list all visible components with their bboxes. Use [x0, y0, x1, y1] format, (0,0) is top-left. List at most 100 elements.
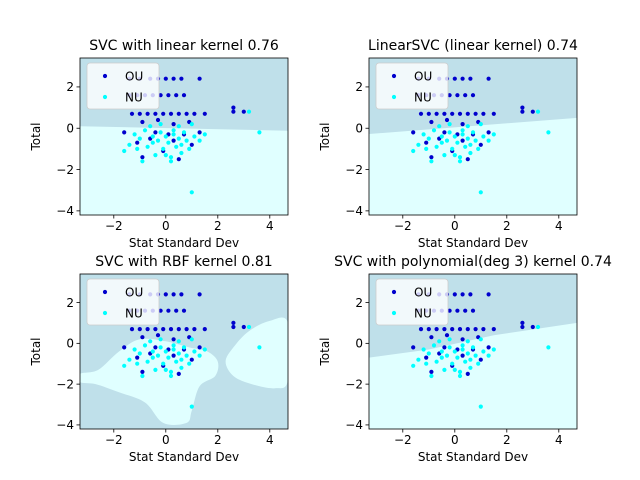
point-nu — [478, 404, 483, 409]
legend-label-nu: NU — [414, 307, 432, 321]
point-ou — [145, 327, 150, 332]
point-nu — [476, 146, 481, 151]
y-axis-label: Total — [318, 122, 332, 151]
point-ou — [411, 345, 416, 350]
point-nu — [426, 351, 431, 356]
point-nu — [184, 353, 189, 358]
point-nu — [421, 347, 426, 352]
x-tick-label: 4 — [266, 433, 274, 447]
point-ou — [465, 371, 470, 376]
point-ou — [140, 119, 145, 125]
point-nu — [468, 357, 473, 362]
point-nu — [135, 146, 140, 151]
point-nu — [168, 369, 174, 374]
point-nu — [176, 136, 181, 141]
point-ou — [129, 111, 135, 116]
legend-marker-nu — [102, 94, 108, 100]
point-ou — [470, 93, 476, 98]
point-ou — [161, 327, 166, 332]
x-axis-label: Stat Standard Dev — [418, 236, 528, 250]
point-nu — [434, 144, 439, 149]
legend-label-nu: NU — [414, 91, 432, 105]
legend-label-nu: NU — [125, 307, 143, 321]
y-tick-label: −4 — [56, 204, 74, 218]
point-nu — [142, 128, 148, 133]
legend-marker-ou — [391, 289, 397, 295]
point-ou — [468, 292, 473, 297]
point-ou — [429, 369, 434, 374]
point-ou — [455, 308, 460, 313]
point-nu — [444, 353, 450, 358]
point-ou — [176, 327, 181, 332]
decision-regions-nu — [80, 126, 288, 215]
y-axis-label: Total — [318, 337, 332, 366]
decision-region-nu — [80, 338, 219, 425]
point-nu — [468, 142, 473, 147]
point-nu — [148, 339, 153, 344]
point-nu — [437, 124, 442, 129]
legend-box — [375, 278, 449, 326]
point-nu — [166, 355, 171, 360]
point-nu — [478, 122, 483, 127]
point-nu — [150, 134, 155, 139]
point-nu — [421, 132, 426, 137]
point-nu — [546, 130, 551, 135]
point-ou — [168, 327, 174, 332]
axes-frame — [368, 273, 578, 430]
decision-regions-nu — [80, 317, 288, 425]
point-nu — [478, 337, 483, 342]
point-ou — [145, 111, 150, 116]
point-ou — [460, 122, 465, 127]
x-tick-label: 4 — [555, 433, 563, 447]
point-nu — [465, 124, 470, 129]
subplot-1: −2 0 2 4 −4 −2 0 2 Stat Standard Dev Total SVC wit… — [29, 38, 289, 250]
subplot-title: LinearSVC (linear kernel) 0.74 — [368, 38, 578, 54]
point-nu — [137, 351, 142, 356]
point-nu — [171, 128, 176, 133]
point-nu — [455, 140, 460, 145]
y-tick-label: 0 — [355, 122, 363, 136]
point-nu — [457, 369, 463, 374]
point-ou — [189, 142, 194, 147]
point-ou — [491, 111, 496, 116]
point-ou — [442, 111, 447, 116]
point-ou — [463, 93, 468, 98]
point-nu — [163, 349, 168, 354]
point-ou — [429, 119, 434, 125]
legend-box — [86, 62, 160, 110]
point-nu — [442, 153, 447, 158]
point-ou — [465, 111, 470, 116]
point-ou — [418, 111, 424, 116]
point-ou — [241, 109, 246, 114]
point-ou — [520, 109, 525, 114]
point-ou — [486, 130, 491, 135]
point-nu — [416, 142, 421, 147]
point-ou — [171, 76, 176, 81]
point-ou — [434, 327, 439, 332]
point-nu — [465, 136, 470, 141]
point-nu — [168, 373, 174, 379]
point-ou — [171, 138, 176, 143]
point-ou — [197, 345, 202, 350]
point-nu — [158, 345, 163, 350]
x-tick-label: −2 — [394, 219, 412, 233]
point-nu — [465, 339, 470, 344]
x-tick-label: −2 — [105, 219, 123, 233]
point-nu — [416, 357, 421, 362]
point-ou — [452, 76, 457, 81]
point-ou — [197, 292, 202, 297]
point-ou — [181, 308, 187, 313]
point-nu — [150, 140, 155, 145]
point-ou — [158, 93, 163, 98]
point-ou — [197, 130, 202, 135]
point-nu — [457, 155, 463, 160]
point-nu — [189, 190, 194, 195]
point-nu — [455, 355, 460, 360]
x-tick-label: 2 — [214, 433, 222, 447]
point-nu — [158, 337, 163, 342]
point-ou — [491, 327, 496, 332]
point-nu — [450, 146, 455, 151]
point-ou — [153, 130, 158, 135]
point-nu — [246, 109, 252, 114]
subplot-title: SVC with RBF kernel 0.81 — [95, 254, 272, 270]
